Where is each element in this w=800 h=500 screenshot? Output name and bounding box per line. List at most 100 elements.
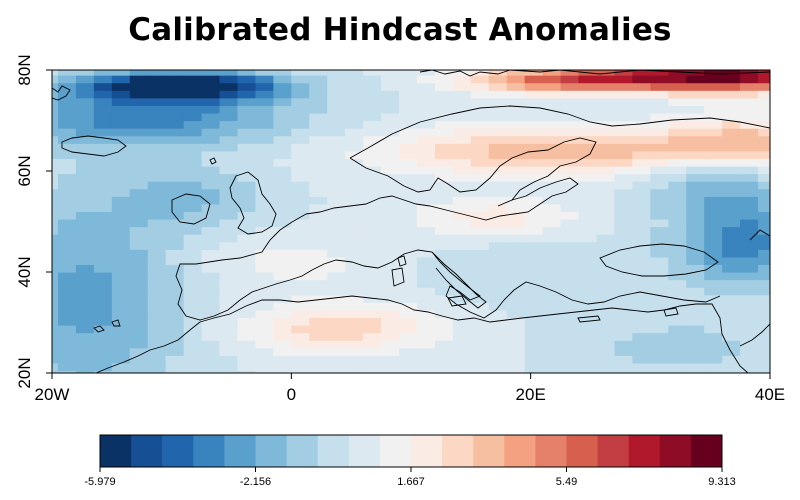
field-cell — [416, 234, 436, 243]
field-cell — [524, 128, 544, 137]
field-cell — [434, 97, 454, 106]
field-cell — [111, 332, 131, 341]
field-cell — [309, 272, 328, 281]
field-cell — [488, 128, 508, 137]
field-cell — [704, 135, 723, 144]
field-cell — [704, 347, 723, 356]
field-cell — [165, 264, 185, 273]
field-cell — [470, 188, 490, 197]
field-cell — [596, 249, 616, 258]
field-cell — [704, 70, 723, 76]
field-cell — [579, 60, 598, 68]
field-cell — [309, 347, 328, 356]
field-cell — [165, 203, 185, 212]
field-cell — [506, 135, 526, 144]
field-cell — [147, 128, 167, 137]
field-cell — [291, 165, 310, 175]
field-cell — [309, 370, 328, 373]
field-cell — [416, 226, 436, 235]
field-cell — [668, 173, 687, 182]
field-cell — [255, 173, 274, 182]
field-cell — [542, 70, 562, 76]
field-cell — [93, 340, 113, 349]
field-cell — [345, 332, 364, 341]
field-cell — [399, 332, 418, 341]
field-cell — [416, 90, 436, 99]
field-cell — [686, 302, 705, 311]
field-cell — [524, 105, 544, 114]
field-cell — [740, 75, 759, 84]
field-cell — [578, 234, 598, 243]
field-cell — [452, 370, 472, 373]
field-cell — [578, 173, 598, 182]
field-cell — [201, 90, 221, 99]
field-cell — [686, 325, 705, 334]
field-cell — [722, 203, 741, 212]
field-cell — [740, 362, 759, 372]
field-cell — [452, 158, 472, 167]
field-cell — [291, 60, 310, 68]
field-cell — [416, 264, 436, 273]
field-cell — [291, 340, 310, 349]
field-cell — [201, 249, 221, 258]
field-cell — [470, 150, 490, 159]
field-cell — [165, 332, 185, 341]
field-cell — [560, 75, 580, 84]
field-cell — [524, 309, 544, 319]
field-cell — [704, 60, 723, 68]
field-cell — [668, 272, 687, 281]
field-cell — [470, 173, 490, 182]
field-cell — [668, 105, 687, 114]
field-cell — [219, 82, 239, 91]
field-cell — [614, 112, 633, 122]
field-cell — [758, 158, 770, 167]
field-cell — [704, 211, 723, 220]
field-cell — [273, 158, 292, 167]
field-cell — [776, 242, 795, 250]
field-cell — [219, 362, 239, 372]
field-cell — [578, 75, 598, 84]
field-cell — [237, 211, 257, 220]
coastline-sardinia — [391, 267, 405, 287]
field-cell — [165, 75, 185, 84]
field-cell — [434, 82, 454, 91]
field-cell — [93, 279, 113, 288]
field-cell — [722, 165, 741, 175]
field-cell — [111, 82, 131, 91]
field-cell — [560, 355, 580, 364]
field-cell — [650, 97, 669, 106]
field-cell — [147, 158, 167, 167]
field-cell — [740, 196, 759, 205]
field-cell — [219, 370, 239, 373]
field-cell — [201, 332, 221, 341]
field-cell — [614, 226, 633, 235]
field-cell — [165, 135, 185, 144]
field-cell — [147, 70, 167, 76]
field-cell — [219, 150, 239, 159]
field-cell — [363, 264, 382, 273]
field-cell — [560, 143, 580, 152]
field-cell — [147, 309, 167, 319]
field-cell — [668, 317, 687, 326]
field-cell — [650, 203, 669, 212]
field-cell — [686, 196, 705, 205]
field-cell — [112, 60, 131, 68]
field-cell — [219, 279, 239, 288]
field-cell — [668, 256, 687, 266]
field-cell — [75, 355, 95, 364]
field-cell — [75, 97, 95, 106]
field-cell — [255, 128, 274, 137]
field-cell — [57, 355, 77, 364]
field-cell — [237, 362, 257, 372]
field-cell — [776, 272, 795, 280]
field-cell — [776, 355, 795, 363]
field-cell — [560, 347, 580, 356]
field-cell — [596, 112, 616, 122]
field-cell — [75, 112, 95, 122]
field-cell — [488, 150, 508, 159]
field-cell — [111, 272, 131, 281]
field-cell — [758, 309, 770, 319]
field-cell — [165, 165, 185, 175]
field-cell — [542, 234, 562, 243]
field-cell — [452, 272, 472, 281]
